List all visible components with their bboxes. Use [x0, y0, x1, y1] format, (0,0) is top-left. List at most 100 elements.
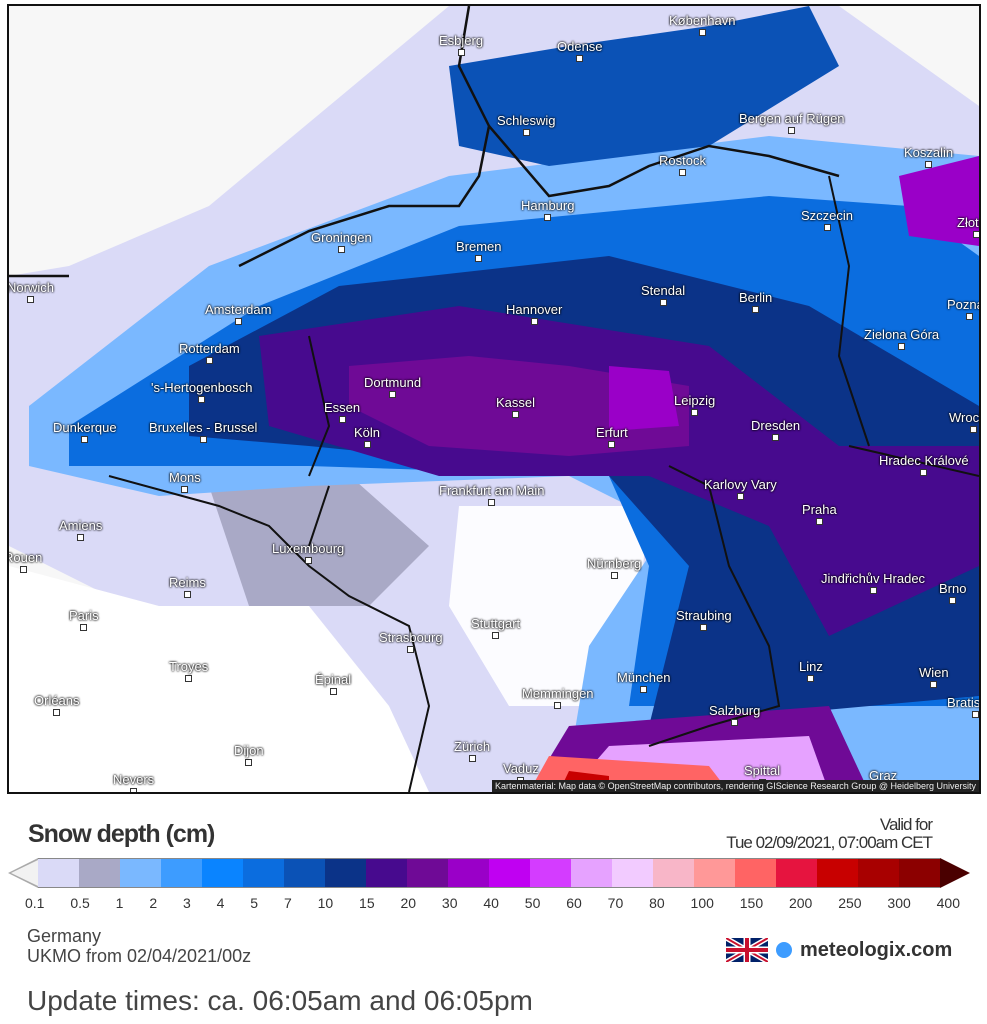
scale-swatch: [161, 858, 202, 888]
borders: [108, 175, 979, 792]
city-label: Praha: [802, 503, 837, 525]
city-label: Odense: [557, 40, 603, 62]
city-label: 's-Hertogenbosch: [151, 381, 252, 403]
scale-swatch: [571, 858, 612, 888]
scale-tick: 250: [838, 895, 862, 911]
scale-swatch: [38, 858, 79, 888]
scale-swatch: [899, 858, 940, 888]
scale-tick: 4: [216, 895, 225, 911]
brand[interactable]: meteologix.com: [726, 938, 952, 962]
scale-tick: 150: [739, 895, 764, 911]
scale-tick: 5: [250, 895, 259, 911]
scale-tick: 20: [400, 895, 417, 911]
city-label: Wrocław: [949, 411, 979, 433]
magenta: [609, 366, 679, 431]
scale-swatch: [694, 858, 735, 888]
city-label: Groningen: [311, 231, 372, 253]
scale-swatch: [448, 858, 489, 888]
city-label: Norwich: [9, 281, 54, 303]
city-label: Reims: [169, 576, 206, 598]
city-label: Dijon: [234, 744, 264, 766]
scale-tick: 1: [115, 895, 124, 911]
snow-depth-map[interactable]: København Esbjerg Odense Schleswig Bergen au…: [7, 4, 981, 794]
scale-tick: 30: [441, 895, 458, 911]
scale-swatch: [120, 858, 161, 888]
scale-swatch: [407, 858, 448, 888]
city-label: Nevers: [113, 773, 154, 792]
city-label: Bruxelles - Brussel: [149, 421, 257, 443]
city-label: Bremen: [456, 240, 502, 262]
update-times: Update times: ca. 06:05am and 06:05pm: [27, 985, 533, 1016]
white-south: [9, 566, 429, 792]
city-label: Berlin: [739, 291, 772, 313]
scale-tick: 3: [182, 895, 191, 911]
scale-swatch: [530, 858, 571, 888]
valid-time-value: Tue 02/09/2021, 07:00am CET: [726, 833, 933, 852]
brand-name: meteologix.com: [800, 938, 953, 961]
scale-tick: 15: [359, 895, 375, 911]
city-label: Salzburg: [709, 704, 760, 726]
city-label: Hradec Králové: [879, 454, 969, 476]
city-label: Hamburg: [521, 199, 574, 221]
scale-tick: 0.5: [70, 895, 90, 911]
scale-tick: 7: [283, 895, 292, 911]
scale-tick: 70: [607, 895, 624, 911]
city-label: Rouen: [9, 551, 42, 573]
scale-tick: 40: [483, 895, 499, 911]
map-attribution[interactable]: Kartenmaterial: Map data © OpenStreetMap…: [492, 780, 979, 792]
city-label: Graz: [869, 769, 897, 791]
scale-tick: 100: [690, 895, 714, 911]
scale-tick: 300: [887, 895, 911, 911]
city-label: Troyes: [169, 660, 208, 682]
city-label: Vaduz: [503, 762, 539, 784]
scale-tick: 10: [317, 895, 334, 911]
city-label: Esbjerg: [439, 34, 483, 56]
scale-swatch: [325, 858, 366, 888]
coastline: [9, 6, 840, 278]
scale-arrow-low-fill: [11, 860, 38, 886]
scale-swatch: [79, 858, 120, 888]
valid-label: Valid for: [879, 815, 933, 834]
city-label: Leipzig: [674, 394, 715, 416]
city-label: Wien: [919, 666, 949, 688]
city-label: Strasbourg: [379, 631, 443, 653]
city-label: Paris: [69, 609, 99, 631]
city-label: Memmingen: [522, 687, 594, 709]
city-label: Złotów: [957, 216, 979, 238]
city-label: Stuttgart: [471, 617, 520, 639]
city-label: Köln: [354, 426, 380, 448]
scale-tick: 2: [149, 895, 158, 911]
color-scale: [8, 858, 970, 888]
city-label: Amsterdam: [205, 303, 271, 325]
scale-arrow-high: [940, 858, 970, 888]
scale-swatch: [776, 858, 817, 888]
city-label: Essen: [324, 401, 360, 423]
model-label: UKMO from 02/04/2021/00z: [27, 946, 252, 966]
city-label: Jindřichův Hradec: [821, 572, 925, 594]
city-label: Szczecin: [801, 209, 853, 231]
city-label: Rostock: [659, 154, 706, 176]
city-label: Épinal: [315, 673, 351, 695]
city-label: Bergen auf Rügen: [739, 112, 845, 134]
scale-swatch: [653, 858, 694, 888]
city-label: Zielona Góra: [864, 328, 939, 350]
scale-tick: 80: [649, 895, 665, 911]
model-info: Germany UKMO from 02/04/2021/00z: [27, 926, 251, 966]
valid-time: Valid for Tue 02/09/2021, 07:00am CET: [726, 815, 933, 852]
city-label: Bratislava: [947, 696, 979, 718]
city-label: Erfurt: [596, 426, 628, 448]
region-label: Germany: [27, 926, 102, 946]
uk-flag-icon[interactable]: [726, 938, 768, 962]
city-label: Mons: [169, 471, 201, 493]
city-label: Rotterdam: [179, 342, 240, 364]
city-label: Spittal: [744, 764, 780, 786]
grey-area: [209, 466, 429, 606]
scale-tick: 50: [524, 895, 541, 911]
scale-ticks: 0.1 0.5 1 2 3 4 5 7 10 15 20 30 40 50 60 70 80 100 150 200 2…: [25, 895, 960, 911]
city-label: Dunkerque: [53, 421, 117, 443]
scale-tick: 0.1: [25, 895, 45, 911]
city-label: Dresden: [751, 419, 800, 441]
city-label: Karlovy Vary: [704, 478, 777, 500]
city-label: Stendal: [641, 284, 685, 306]
city-label: Poznań: [947, 298, 979, 320]
